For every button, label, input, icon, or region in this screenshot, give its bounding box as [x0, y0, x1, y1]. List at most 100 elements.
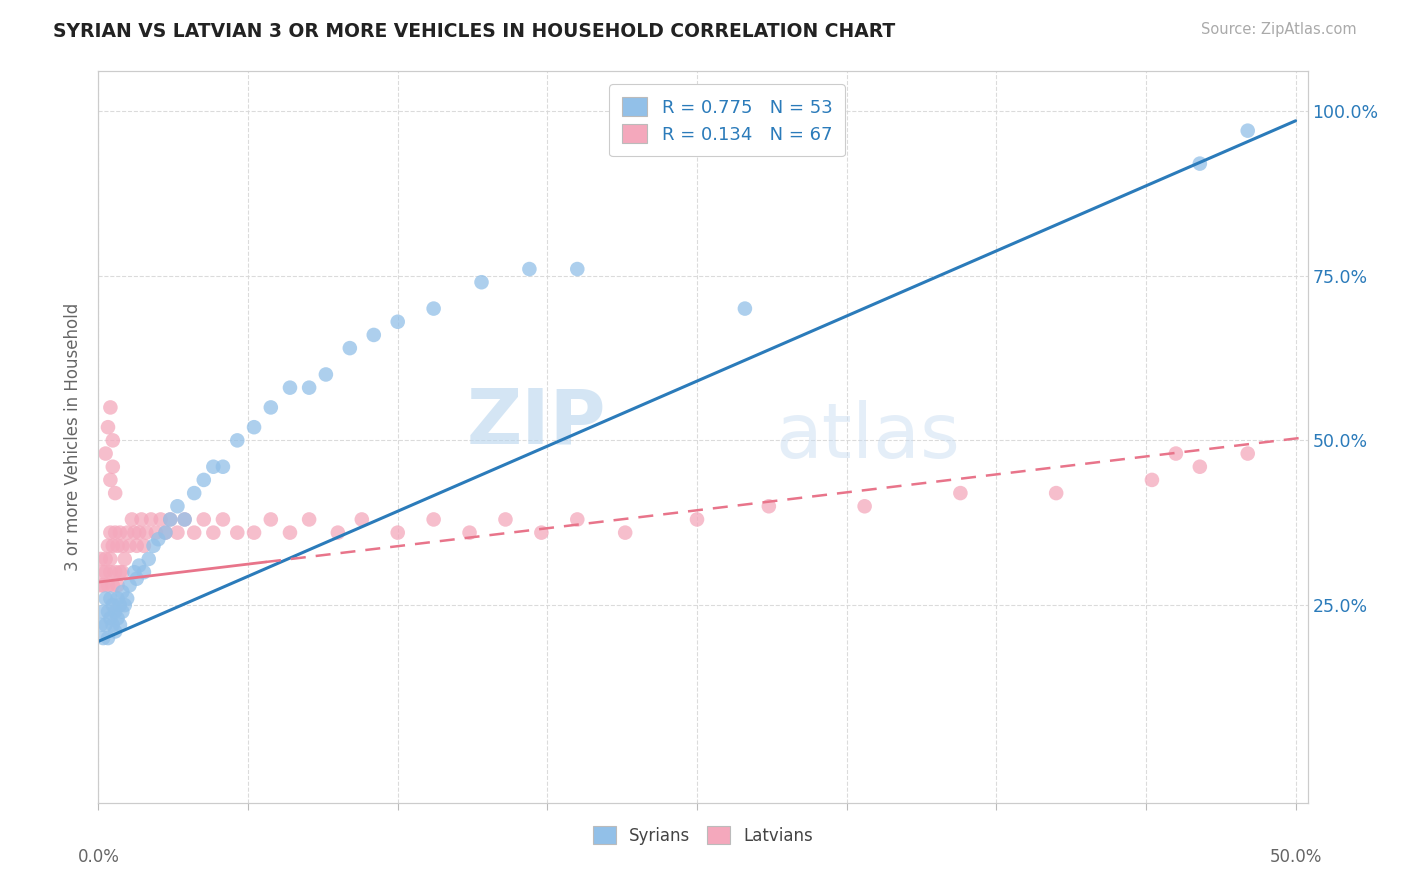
Point — [243, 525, 266, 540]
Point — [91, 631, 114, 645]
Text: ZIP: ZIP — [467, 385, 606, 459]
Point — [278, 381, 301, 395]
Text: SYRIAN VS LATVIAN 3 OR MORE VEHICLES IN HOUSEHOLD CORRELATION CHART: SYRIAN VS LATVIAN 3 OR MORE VEHICLES IN … — [53, 22, 896, 41]
Point — [104, 486, 127, 500]
Point — [94, 565, 117, 579]
Point — [118, 578, 141, 592]
Point — [278, 525, 301, 540]
Point — [212, 512, 235, 526]
Point — [495, 512, 517, 526]
Point — [90, 618, 112, 632]
Point — [101, 434, 124, 448]
Point — [183, 486, 205, 500]
Point — [1236, 123, 1258, 137]
Point — [97, 578, 120, 592]
Point — [132, 539, 155, 553]
Point — [104, 565, 127, 579]
Point — [202, 525, 225, 540]
Point — [115, 525, 138, 540]
Point — [90, 578, 112, 592]
Point — [125, 539, 148, 553]
Point — [853, 500, 876, 514]
Point — [149, 512, 172, 526]
Point — [94, 552, 117, 566]
Point — [387, 315, 409, 329]
Point — [91, 565, 114, 579]
Text: atlas: atlas — [776, 401, 960, 474]
Point — [101, 539, 124, 553]
Point — [1236, 446, 1258, 460]
Point — [1164, 446, 1187, 460]
Point — [101, 618, 124, 632]
Point — [530, 525, 553, 540]
Point — [94, 618, 117, 632]
Legend: Syrians, Latvians: Syrians, Latvians — [583, 818, 823, 853]
Point — [90, 552, 112, 566]
Point — [567, 512, 589, 526]
Point — [155, 525, 177, 540]
Point — [326, 525, 349, 540]
Point — [100, 525, 122, 540]
Point — [97, 631, 120, 645]
Point — [104, 525, 127, 540]
Point — [100, 591, 122, 606]
Text: 50.0%: 50.0% — [1270, 848, 1322, 866]
Point — [519, 262, 541, 277]
Point — [458, 525, 481, 540]
Point — [108, 525, 131, 540]
Point — [107, 591, 129, 606]
Point — [350, 512, 373, 526]
Point — [183, 525, 205, 540]
Point — [107, 578, 129, 592]
Point — [111, 605, 134, 619]
Point — [148, 533, 170, 547]
Point — [315, 368, 337, 382]
Point — [260, 512, 283, 526]
Point — [125, 572, 148, 586]
Point — [108, 565, 131, 579]
Point — [949, 486, 972, 500]
Point — [1188, 156, 1211, 170]
Point — [118, 539, 141, 553]
Point — [97, 605, 120, 619]
Point — [104, 624, 127, 639]
Point — [298, 512, 321, 526]
Point — [173, 512, 195, 526]
Point — [758, 500, 780, 514]
Point — [100, 552, 122, 566]
Point — [94, 446, 117, 460]
Point — [121, 512, 143, 526]
Point — [97, 539, 120, 553]
Point — [108, 598, 131, 612]
Point — [1045, 486, 1067, 500]
Y-axis label: 3 or more Vehicles in Household: 3 or more Vehicles in Household — [65, 303, 83, 571]
Point — [159, 512, 181, 526]
Point — [94, 591, 117, 606]
Point — [100, 565, 122, 579]
Point — [159, 512, 181, 526]
Point — [111, 539, 134, 553]
Point — [101, 459, 124, 474]
Point — [1140, 473, 1163, 487]
Point — [91, 578, 114, 592]
Point — [202, 459, 225, 474]
Point — [142, 539, 165, 553]
Point — [166, 525, 188, 540]
Text: 0.0%: 0.0% — [77, 848, 120, 866]
Point — [111, 585, 134, 599]
Point — [339, 341, 361, 355]
Point — [567, 262, 589, 277]
Point — [1188, 459, 1211, 474]
Point — [193, 512, 215, 526]
Point — [173, 512, 195, 526]
Point — [100, 473, 122, 487]
Point — [138, 552, 160, 566]
Text: Source: ZipAtlas.com: Source: ZipAtlas.com — [1201, 22, 1357, 37]
Point — [387, 525, 409, 540]
Point — [135, 525, 157, 540]
Point — [686, 512, 709, 526]
Point — [91, 605, 114, 619]
Point — [107, 611, 129, 625]
Point — [166, 500, 188, 514]
Point — [193, 473, 215, 487]
